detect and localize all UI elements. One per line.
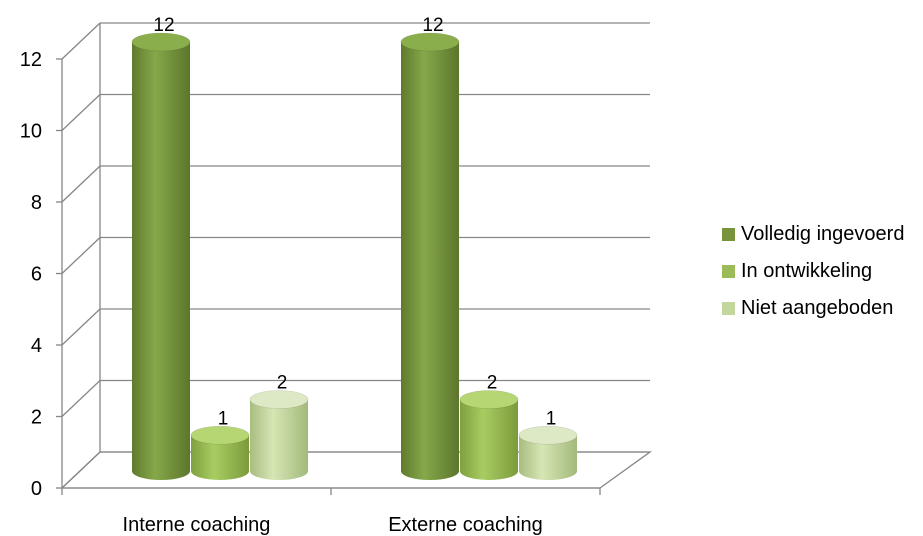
- bar-body: [519, 435, 577, 480]
- bar-body: [250, 399, 308, 480]
- y-tick-label: 4: [31, 335, 42, 357]
- data-label: 2: [277, 373, 288, 394]
- legend-label: Niet aangeboden: [741, 297, 894, 319]
- legend-label: In ontwikkeling: [741, 260, 873, 282]
- data-label: 1: [546, 408, 557, 429]
- legend-label: Volledig ingevoerd: [741, 223, 905, 245]
- y-tick-label: 10: [20, 121, 42, 143]
- legend-swatch: [722, 265, 735, 278]
- bar-body: [191, 435, 249, 480]
- bar-body: [132, 42, 190, 480]
- side-gridline: [61, 94, 101, 131]
- legend-item: Niet aangeboden: [722, 290, 904, 327]
- data-label: 12: [153, 15, 174, 36]
- axes: [56, 58, 601, 495]
- legend-swatch: [722, 228, 735, 241]
- bar: [249, 390, 309, 480]
- bar: [518, 425, 578, 480]
- x-tick-label: Interne coaching: [123, 514, 271, 536]
- legend-item: Volledig ingevoerd: [722, 216, 904, 253]
- side-gridline: [61, 380, 101, 417]
- bar-top: [190, 425, 250, 445]
- y-tick-label: 12: [20, 49, 42, 71]
- bar: [459, 390, 519, 480]
- side-gridline: [61, 22, 101, 60]
- bar-top: [518, 425, 578, 445]
- bar: [190, 425, 250, 480]
- bar-top: [400, 32, 460, 52]
- data-label: 2: [487, 373, 498, 394]
- bar-body: [460, 399, 518, 480]
- bar-top: [249, 390, 309, 409]
- bar-top: [459, 390, 519, 409]
- legend-swatch: [722, 302, 735, 315]
- y-tick-label: 6: [31, 264, 42, 286]
- bars: [131, 32, 578, 480]
- x-tick-label: Externe coaching: [388, 514, 543, 536]
- bar-top: [131, 32, 191, 52]
- bar: [131, 32, 191, 480]
- y-tick-label: 2: [31, 407, 42, 429]
- data-label: 12: [422, 15, 443, 36]
- y-tick-label: 0: [31, 478, 42, 500]
- y-tick-label: 8: [31, 192, 42, 214]
- bar: [400, 32, 460, 480]
- data-label: 1: [218, 408, 229, 429]
- side-gridline: [61, 308, 101, 346]
- side-gridline: [61, 165, 101, 203]
- side-gridline: [61, 451, 101, 489]
- legend: Volledig ingevoerd In ontwikkeling Niet aa…: [722, 216, 904, 327]
- bar-body: [401, 42, 459, 480]
- side-gridline: [61, 237, 101, 274]
- legend-item: In ontwikkeling: [722, 253, 904, 290]
